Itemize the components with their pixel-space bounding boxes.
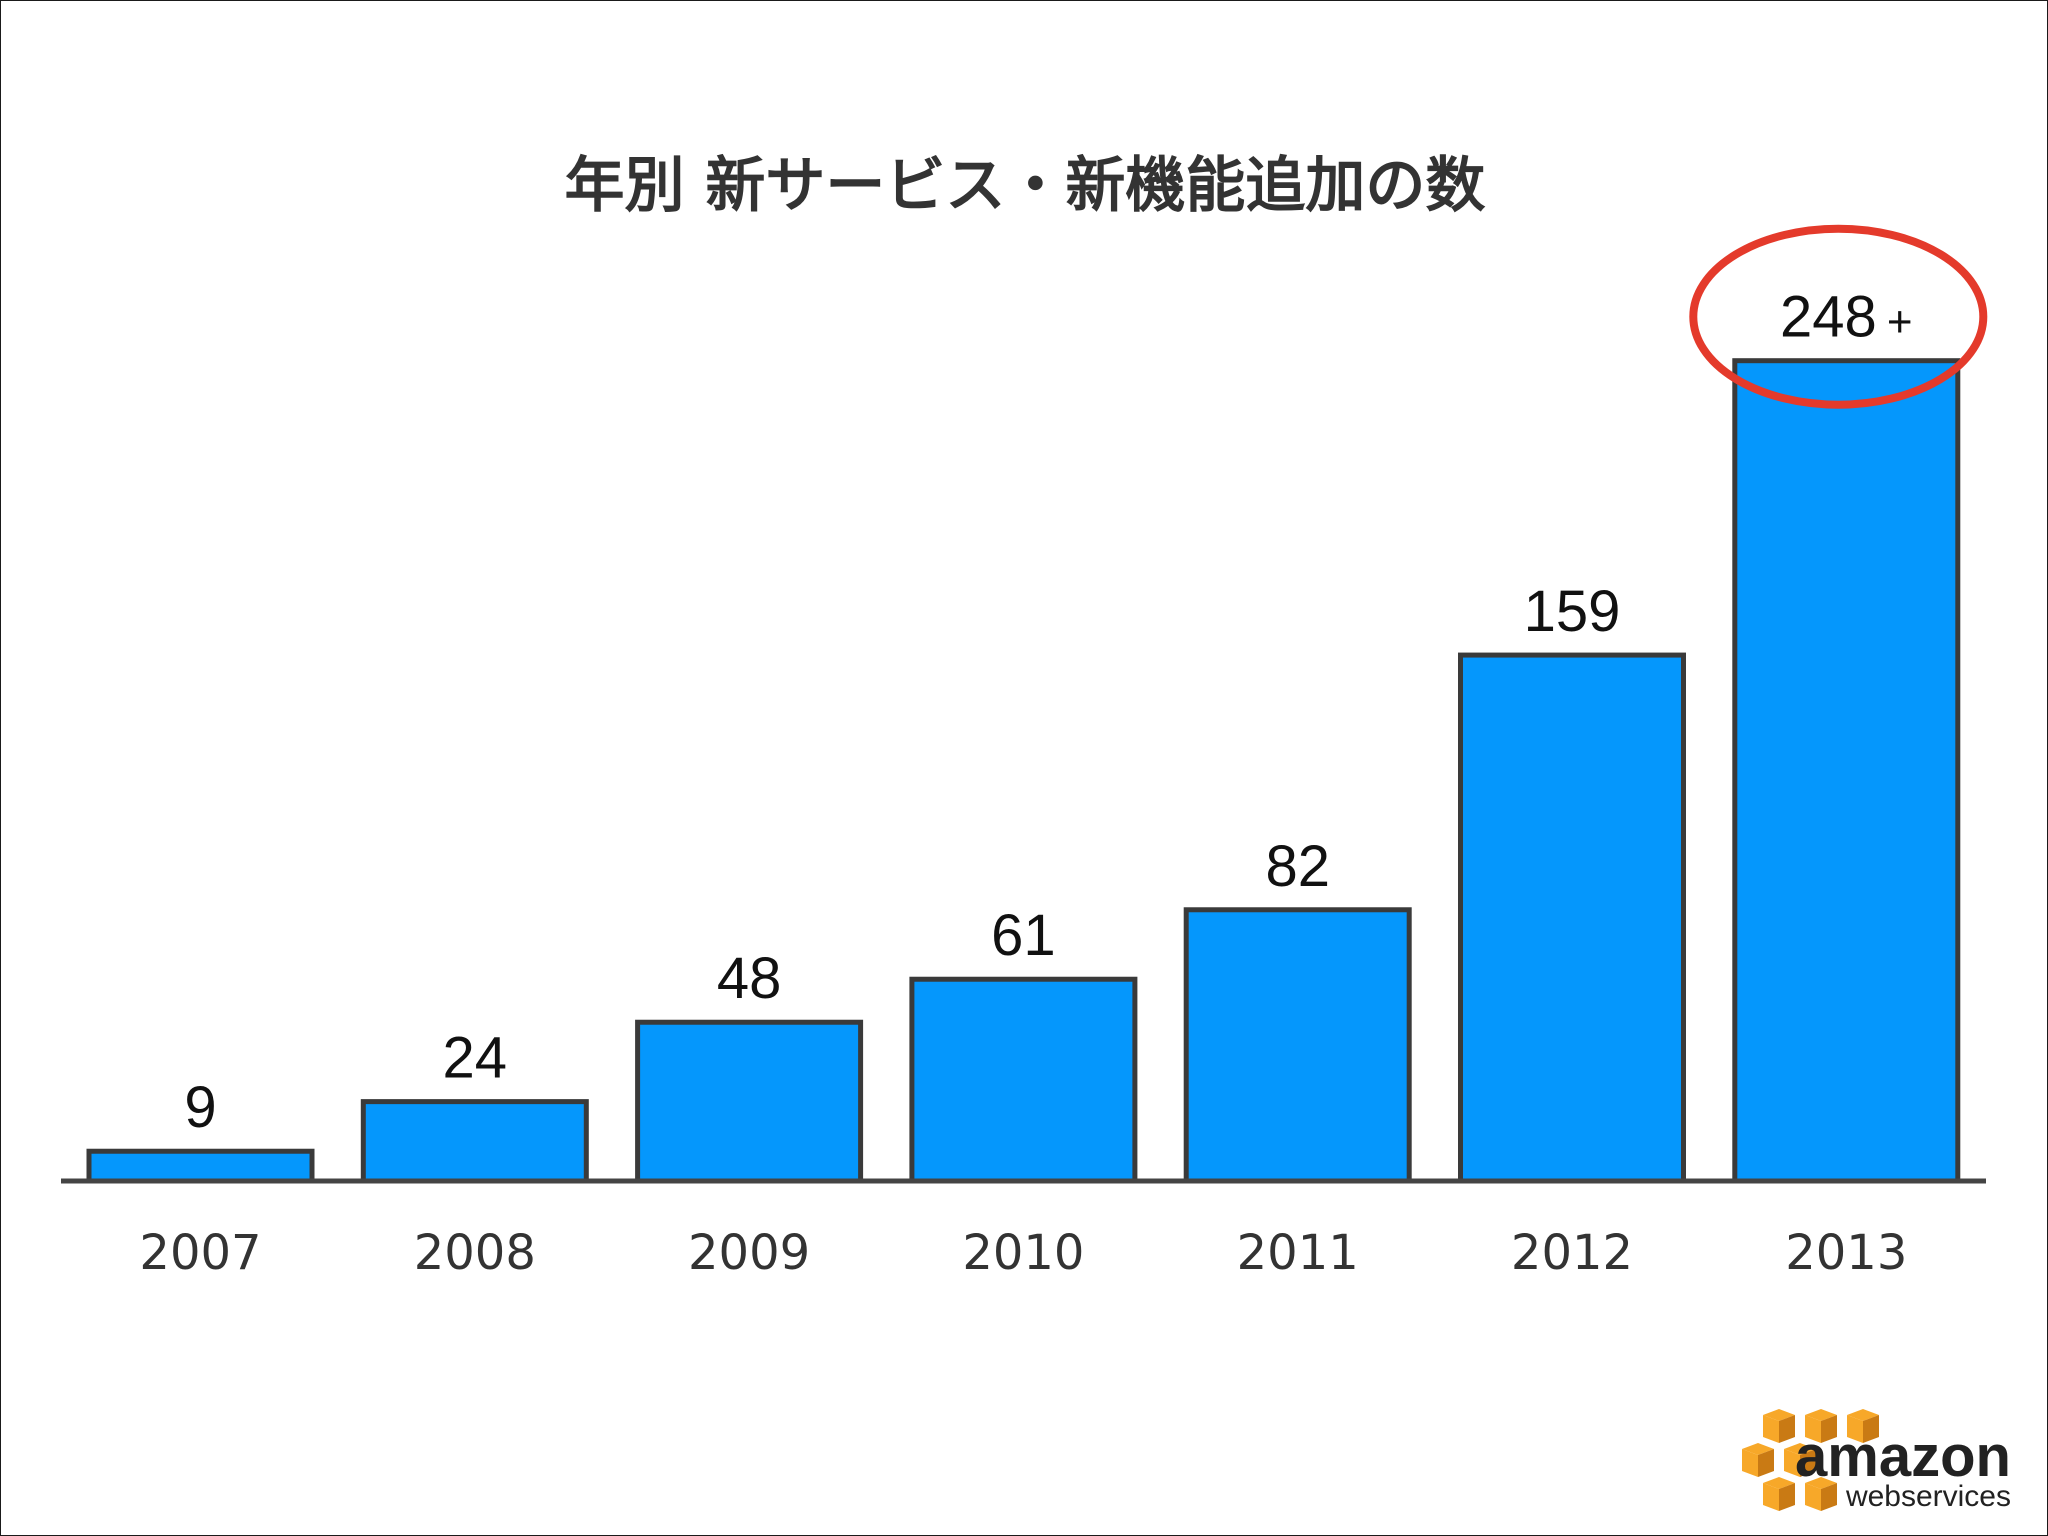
bars-layer xyxy=(86,358,1961,1184)
logo-wordmark: amazon xyxy=(1795,1424,2011,1489)
x-tick-2012: 2012 xyxy=(1511,1225,1633,1281)
cube-right xyxy=(1800,1449,1816,1477)
aws-cubes-icon xyxy=(1742,1409,1879,1511)
cube-left xyxy=(1847,1415,1863,1443)
value-label-2009: 48 xyxy=(717,946,782,1011)
value-label-2010: 61 xyxy=(991,903,1056,968)
value-label-2011: 82 xyxy=(1265,834,1330,899)
cube-right xyxy=(1779,1415,1795,1443)
x-tick-2009: 2009 xyxy=(688,1225,810,1281)
x-tick-2013: 2013 xyxy=(1785,1225,1907,1281)
cube-right xyxy=(1758,1449,1774,1477)
x-tick-2008: 2008 xyxy=(414,1225,536,1281)
chart-title: 年別 新サービス・新機能追加の数 xyxy=(565,151,1486,221)
value-label-2012: 159 xyxy=(1524,579,1621,644)
cube-left xyxy=(1805,1415,1821,1443)
cube-left xyxy=(1742,1449,1758,1477)
bar-2009 xyxy=(635,1019,864,1184)
logo-subtitle: webservices xyxy=(1845,1480,2011,1513)
aws-logo: amazon webservices xyxy=(1742,1409,2011,1513)
value-label-2013: 248 + xyxy=(1780,285,1912,350)
highlight-ellipse xyxy=(1689,224,1988,409)
value-labels-layer: 9 24 48 61 82 159 248 + xyxy=(184,285,1912,1141)
x-tick-2011: 2011 xyxy=(1237,1225,1359,1281)
value-label-2008: 24 xyxy=(443,1026,508,1091)
bar-2008 xyxy=(360,1099,589,1184)
x-tick-2010: 2010 xyxy=(962,1225,1084,1281)
cube-left xyxy=(1763,1415,1779,1443)
cube-right xyxy=(1779,1483,1795,1511)
cube-right xyxy=(1821,1483,1837,1511)
value-label-2007: 9 xyxy=(184,1075,216,1140)
cube-right xyxy=(1863,1415,1879,1443)
bar-2011 xyxy=(1183,907,1412,1184)
bar-2007 xyxy=(86,1148,315,1184)
cube-left xyxy=(1784,1449,1800,1477)
cube-right xyxy=(1821,1415,1837,1443)
cube-left xyxy=(1805,1483,1821,1511)
bar-2013 xyxy=(1732,358,1961,1184)
bar-2012 xyxy=(1458,652,1686,1184)
x-tick-labels-layer: 2007 2008 2009 2010 2011 2012 2013 xyxy=(139,1225,1907,1281)
x-tick-2007: 2007 xyxy=(139,1225,261,1281)
value-suffix: + xyxy=(1887,298,1913,347)
cube-left xyxy=(1763,1483,1779,1511)
bar-2010 xyxy=(909,976,1138,1184)
